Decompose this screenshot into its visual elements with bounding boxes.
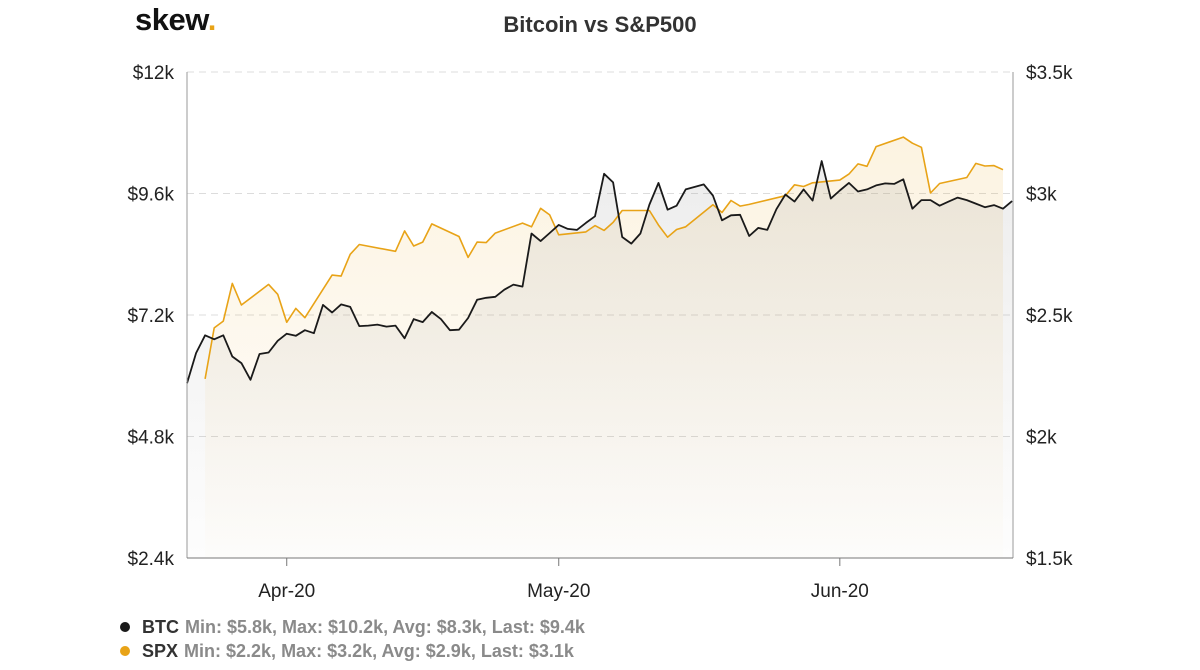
legend-item-spx[interactable]: SPX Min: $2.2k, Max: $3.2k, Avg: $2.9k, L… [120,641,574,662]
logo-text: skew [135,2,208,37]
left-y-axis-ticks: $2.4k $4.8k $7.2k $9.6k $12k [128,63,175,570]
legend-item-btc[interactable]: BTC Min: $5.8k, Max: $10.2k, Avg: $8.3k, … [120,617,585,638]
x-tick-label-0: Apr-20 [258,581,315,602]
chart-title: Bitcoin vs S&P500 [503,12,697,37]
right-y-tick-label-4: $3.5k [1026,63,1073,84]
series-areas [187,137,1013,558]
left-y-tick-label-4: $12k [133,63,175,84]
btc-area [187,161,1013,558]
x-axis-ticks: Apr-20 May-20 Jun-20 [258,558,869,602]
series-lines [186,136,1013,384]
spx-line [204,136,1004,380]
left-y-tick-label-3: $9.6k [128,185,175,206]
axes [186,72,1014,559]
legend-stats-btc: Min: $5.8k, Max: $10.2k, Avg: $8.3k, Las… [185,617,585,637]
legend-stats-spx: Min: $2.2k, Max: $3.2k, Avg: $2.9k, Last… [184,641,574,661]
x-tick-label-1: May-20 [527,581,590,602]
right-y-tick-label-2: $2.5k [1026,306,1073,327]
legend-name-btc: BTC [142,617,179,637]
left-y-tick-label-1: $4.8k [128,428,175,449]
logo-dot: . [207,2,217,37]
x-tick-label-2: Jun-20 [811,581,869,602]
skew-logo: skew. [135,2,216,38]
right-y-tick-label-0: $1.5k [1026,549,1073,570]
left-y-tick-label-2: $7.2k [128,306,175,327]
legend-name-spx: SPX [142,641,179,661]
btc-line [186,160,1013,384]
right-y-axis-ticks: $1.5k $2k $2.5k $3k $3.5k [1026,63,1073,570]
spx-legend-dot [120,646,130,657]
right-y-tick-label-3: $3k [1026,185,1057,206]
right-y-tick-label-1: $2k [1026,428,1057,449]
btc-legend-dot [120,622,130,633]
left-y-tick-label-0: $2.4k [128,549,175,570]
